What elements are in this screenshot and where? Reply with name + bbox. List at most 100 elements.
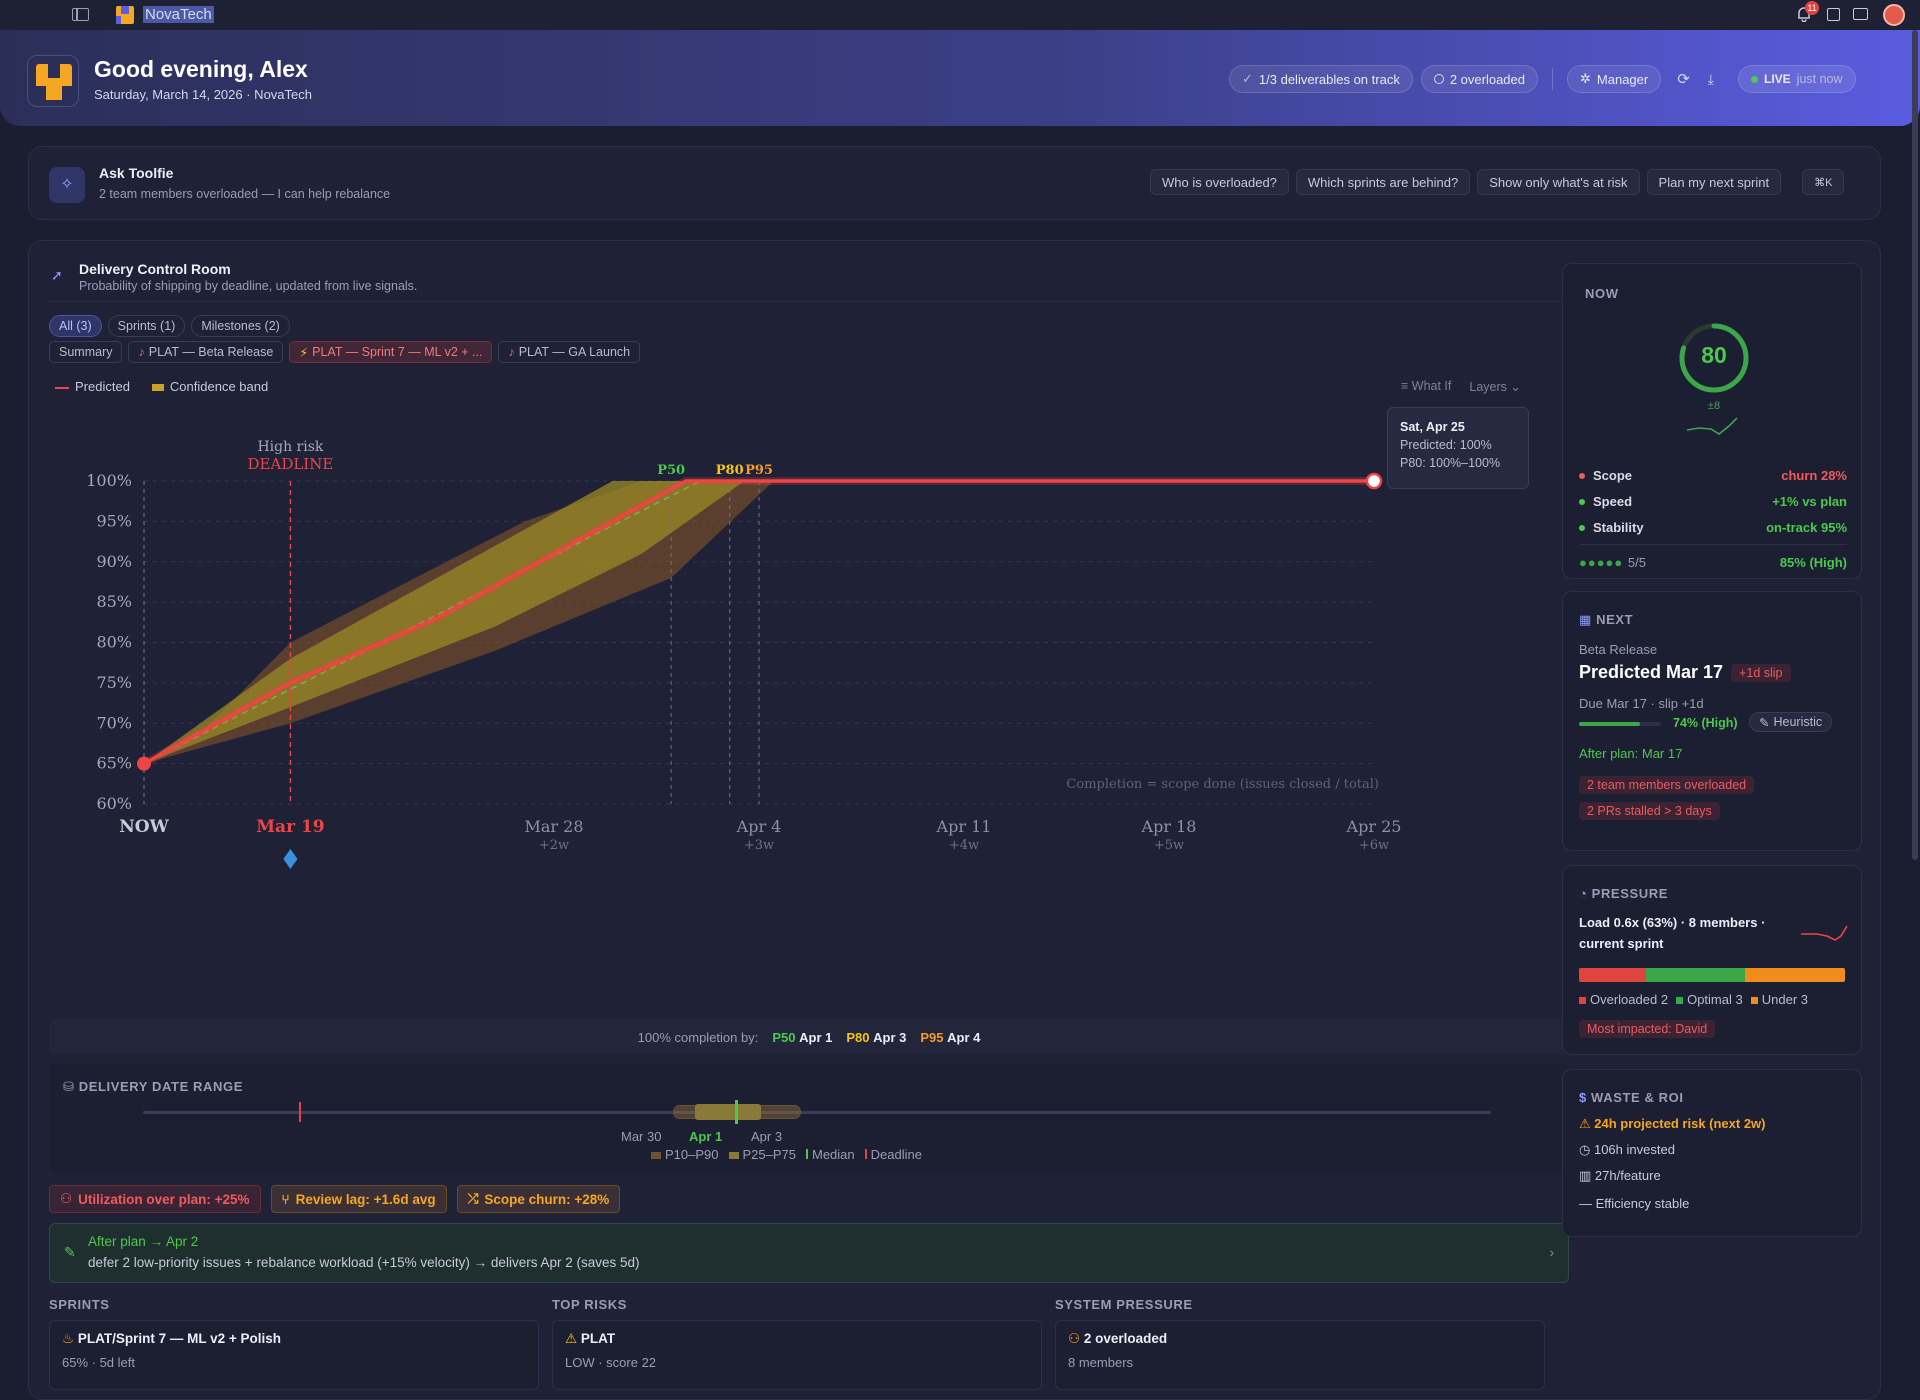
control-title: Delivery Control Room xyxy=(79,261,231,277)
scope-churn-warning[interactable]: ⤮ Scope churn: +28% xyxy=(456,1185,621,1213)
role-pill[interactable]: ✲ Manager xyxy=(1567,65,1662,93)
delivery-range-panel: ⛁ DELIVERY DATE RANGE Mar 30 Apr 1 Apr 3… xyxy=(49,1063,1569,1171)
view-beta-release[interactable]: ♪ PLAT — Beta Release xyxy=(128,341,284,363)
x-tick-sublabel: +2w xyxy=(539,838,569,853)
sprint-name[interactable]: PLAT/Sprint 7 — ML v2 + Polish xyxy=(77,1331,282,1346)
after-plan-banner[interactable]: ✎ After plan → Apr 2 defer 2 low-priorit… xyxy=(49,1223,1569,1283)
greeting: Good evening, Alex xyxy=(94,56,308,82)
assistant-bar: ✧ Ask Toolfie 2 team members overloaded … xyxy=(28,146,1881,220)
calendar-icon[interactable] xyxy=(1827,8,1840,21)
scrollbar[interactable] xyxy=(1912,30,1918,860)
score-delta: ±8 xyxy=(1707,400,1721,412)
utilization-warning[interactable]: ⚇ Utilization over plan: +25% xyxy=(49,1185,261,1213)
suggestion-chip[interactable]: Which sprints are behind? xyxy=(1295,169,1471,195)
view-summary[interactable]: Summary xyxy=(49,341,123,363)
user-avatar[interactable] xyxy=(1883,4,1905,26)
chevron-down-icon: ⌄ xyxy=(1506,380,1521,394)
score-value: 80 xyxy=(1701,342,1727,368)
clock-icon: ◷ xyxy=(1579,1142,1594,1157)
after-plan-title: After plan → Apr 2 xyxy=(88,1234,199,1249)
deadline-diamond xyxy=(283,849,298,869)
pressure-segment-overloaded xyxy=(1579,968,1646,982)
top-risks-section: TOP RISKS ⚠ PLAT LOW · score 22 xyxy=(552,1297,1042,1390)
next-slip: +1d slip xyxy=(1731,663,1791,682)
refresh-icon[interactable]: ⟳ xyxy=(1677,71,1690,88)
median-marker xyxy=(735,1100,738,1124)
next-due: Due Mar 17 · slip +1d xyxy=(1579,696,1704,711)
x-tick-sublabel: +5w xyxy=(1154,838,1184,853)
guitar-icon: ♪ xyxy=(508,345,515,359)
next-confidence-bar xyxy=(1579,722,1661,726)
next-after-plan: After plan: Mar 17 xyxy=(1579,746,1683,761)
range-legend-deadline: Deadline xyxy=(864,1147,922,1162)
layers-button[interactable]: Layers ⌄ xyxy=(1469,380,1521,394)
completion-p80: P80 Apr 3 xyxy=(846,1029,907,1045)
x-tick-label: Apr 11 xyxy=(936,817,992,836)
rocket-icon: ➚ xyxy=(51,267,63,283)
alert-circle-icon xyxy=(1433,74,1444,84)
lightning-icon: ⚡ xyxy=(299,345,309,360)
next-deliverable[interactable]: Beta Release xyxy=(1579,642,1658,657)
pressure-name[interactable]: 2 overloaded xyxy=(1083,1331,1168,1346)
shortcut-chip[interactable]: ⌘K xyxy=(1802,169,1845,195)
percentile-label-p50: P50 xyxy=(657,463,685,478)
download-icon[interactable]: ⤓ xyxy=(1707,70,1714,87)
delivery-forecast-chart: 100% 95% 90% 85% 80% 75% 70% 65% 60% NOW Mar 19 Mar… xyxy=(86,439,1401,869)
sprint-meta: 65% · 5d left xyxy=(62,1355,135,1370)
x-tick-label: NOW xyxy=(119,817,169,837)
chevron-right-icon: › xyxy=(1549,1244,1554,1260)
control-subtitle: Probability of shipping by deadline, upd… xyxy=(79,279,418,293)
wand-icon: ✎ xyxy=(1759,715,1770,730)
flame-icon: ♨ xyxy=(62,1331,78,1346)
overloaded-pill[interactable]: 2 overloaded xyxy=(1420,65,1538,93)
legend-predicted: Predicted xyxy=(55,379,130,394)
waste-per-feature: ▥ 27h/feature xyxy=(1579,1168,1661,1183)
filter-all[interactable]: All (3) xyxy=(49,315,102,337)
score-sparkline xyxy=(1686,417,1738,435)
x-tick-label: Apr 18 xyxy=(1141,817,1197,836)
app-name[interactable]: NovaTech xyxy=(143,6,214,23)
suggestion-chip[interactable]: Plan my next sprint xyxy=(1646,169,1782,195)
filter-sprints[interactable]: Sprints (1) xyxy=(107,315,186,337)
pressure-bar xyxy=(1579,968,1845,982)
chart-range-icon: ⛁ xyxy=(63,1079,79,1094)
on-track-pill[interactable]: ✓ 1/3 deliverables on track xyxy=(1229,65,1413,93)
calendar-icon: ▦ xyxy=(1579,612,1597,627)
x-tick-label: Apr 4 xyxy=(736,817,782,836)
what-if-button[interactable]: ≡ What If xyxy=(1401,379,1452,393)
merge-icon: ⑂ xyxy=(281,1191,290,1207)
guitar-icon: ♪ xyxy=(138,345,145,359)
x-tick-label: Mar 28 xyxy=(524,817,583,836)
chat-icon[interactable] xyxy=(1853,8,1868,20)
hero-banner: Good evening, Alex Saturday, March 14, 2… xyxy=(0,30,1920,126)
view-ga-launch[interactable]: ♪ PLAT — GA Launch xyxy=(498,341,641,363)
range-legend-p25-p75: P25–P75 xyxy=(728,1147,796,1162)
y-tick-label: 70% xyxy=(96,713,132,732)
y-tick-label: 80% xyxy=(96,633,132,652)
assistant-name: Ask Toolfie xyxy=(99,165,174,181)
suggestion-chip[interactable]: Who is overloaded? xyxy=(1150,169,1289,195)
sparkle-icon: ✲ xyxy=(1580,71,1591,86)
check-icon: ✓ xyxy=(1242,71,1253,86)
gauge-icon: ◔ xyxy=(1579,886,1592,901)
chart-annotation: Completion = scope done (issues closed /… xyxy=(1066,777,1379,792)
live-pill[interactable]: LIVE just now xyxy=(1738,65,1856,93)
bar-chart-icon: ▥ xyxy=(1579,1168,1595,1183)
bell-icon[interactable]: 11 xyxy=(1797,1,1819,23)
next-flag-overloaded: 2 team members overloaded xyxy=(1579,776,1755,794)
legend-band: Confidence band xyxy=(151,379,268,394)
view-sprint-7[interactable]: ⚡ PLAT — Sprint 7 — ML v2 + ... xyxy=(289,341,493,363)
predicted-line xyxy=(143,479,1374,766)
y-tick-label: 100% xyxy=(86,471,132,490)
deadline-marker xyxy=(299,1102,301,1122)
now-row-speed: Speed +1% vs plan xyxy=(1579,488,1847,514)
filter-milestones[interactable]: Milestones (2) xyxy=(191,315,290,337)
risk-name[interactable]: PLAT xyxy=(580,1331,616,1346)
sidebar-toggle-icon[interactable] xyxy=(72,8,89,21)
pressure-sparkline xyxy=(1801,925,1848,941)
app-logo-icon xyxy=(116,6,134,24)
sliders-icon: ≡ xyxy=(1401,379,1412,393)
suggestion-chip[interactable]: Show only what's at risk xyxy=(1477,169,1640,195)
review-lag-warning[interactable]: ⑂ Review lag: +1.6d avg xyxy=(270,1185,447,1213)
assistant-summary: 2 team members overloaded — I can help r… xyxy=(99,187,391,201)
